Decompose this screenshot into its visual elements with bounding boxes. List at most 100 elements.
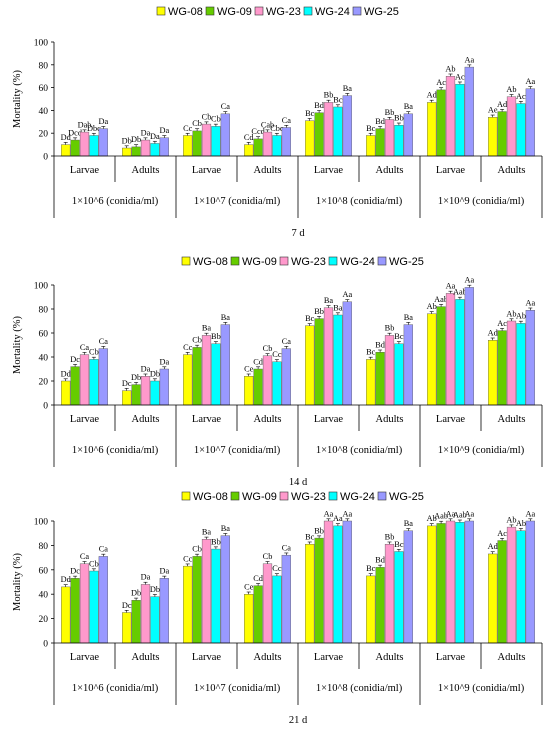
bar xyxy=(192,556,202,644)
bar xyxy=(436,306,446,406)
data-label: Bb xyxy=(324,91,334,100)
bar xyxy=(394,125,404,157)
bar xyxy=(122,612,132,644)
legend-entry-label: WG-08 xyxy=(168,6,203,18)
x-tick-label: Adults xyxy=(497,414,525,425)
bar xyxy=(272,135,282,157)
bar xyxy=(342,301,352,406)
bar xyxy=(201,335,212,406)
bar xyxy=(122,390,132,406)
data-label: Aa xyxy=(464,276,474,285)
data-label: Cc xyxy=(183,124,193,133)
data-label: Cb xyxy=(192,336,202,345)
bar xyxy=(159,368,169,406)
legend-swatch xyxy=(303,6,313,16)
bar xyxy=(497,540,507,644)
data-label: Ba xyxy=(404,313,414,322)
bar xyxy=(323,520,334,644)
data-label: Bc xyxy=(366,564,376,573)
data-label: Ab xyxy=(516,519,526,528)
data-label: Ac xyxy=(455,72,465,81)
data-label: Ac xyxy=(436,78,446,87)
chart-panel-2: WG-08 WG-09 WG-23 WG-24 WG-25 0 20 40 60 80 100 Mor… xyxy=(12,256,543,488)
legend-entry-label: WG-23 xyxy=(291,256,326,268)
data-label: Db xyxy=(131,589,141,598)
bar xyxy=(192,130,202,157)
data-label: Bc xyxy=(366,124,376,133)
bar xyxy=(281,554,291,644)
bar xyxy=(61,586,71,644)
y-tick-label: 100 xyxy=(34,282,49,292)
y-tick-label: 80 xyxy=(39,542,49,552)
x-tick-label: Adults xyxy=(375,414,403,425)
bar xyxy=(464,66,474,157)
bar xyxy=(333,106,343,157)
data-label: Aab xyxy=(453,288,467,297)
bar xyxy=(272,575,282,644)
bar xyxy=(79,131,90,157)
bar xyxy=(159,578,169,644)
bar xyxy=(220,113,230,157)
data-label: Ba xyxy=(202,324,212,333)
data-label: Ca xyxy=(282,543,292,552)
bar xyxy=(488,117,498,157)
data-label: Aab xyxy=(453,511,467,520)
data-label: Ad xyxy=(488,542,499,551)
data-label: Ce xyxy=(244,365,254,374)
data-label: Cb xyxy=(192,545,202,554)
bar xyxy=(333,525,343,644)
data-label: Bd xyxy=(375,117,386,126)
bar xyxy=(394,551,404,644)
data-label: Ac xyxy=(497,319,507,328)
bar xyxy=(244,144,254,157)
x-tick-label: Adults xyxy=(131,165,159,176)
data-label: Bc xyxy=(394,540,404,549)
bar xyxy=(70,366,80,406)
x-group-label: 1×10^7 (conidia/ml) xyxy=(194,445,281,456)
bar xyxy=(262,355,273,406)
bar xyxy=(211,343,221,406)
y-tick-label: 0 xyxy=(43,153,48,163)
legend-swatch xyxy=(230,256,240,266)
data-label: Aa xyxy=(333,514,343,523)
bar xyxy=(314,537,324,644)
bar xyxy=(89,135,99,157)
bar xyxy=(70,139,80,157)
legend-swatch xyxy=(279,491,289,501)
y-tick-label: 40 xyxy=(39,591,49,601)
x-tick-label: Adults xyxy=(253,165,281,176)
legend: WG-08 WG-09 WG-23 WG-24 WG-25 xyxy=(156,6,399,18)
data-label: Cb xyxy=(89,348,99,357)
data-label: Ba xyxy=(404,519,414,528)
bar xyxy=(262,563,273,644)
data-label: Ca xyxy=(80,552,90,561)
bar xyxy=(211,126,221,157)
data-label: Aa xyxy=(342,509,352,518)
data-label: Cd xyxy=(253,574,264,583)
bar xyxy=(506,96,517,157)
x-group-label: 1×10^7 (conidia/ml) xyxy=(194,683,281,694)
data-label: Dbc xyxy=(87,124,101,133)
x-tick-label: Larvae xyxy=(192,165,221,176)
data-label: Da xyxy=(141,573,151,582)
bar xyxy=(253,138,263,157)
legend-entry-label: WG-25 xyxy=(389,256,424,268)
bar xyxy=(445,520,456,644)
data-label: Ad xyxy=(427,91,438,100)
x-group-label: 1×10^6 (conidia/ml) xyxy=(72,683,159,694)
chart-panel-1: WG-08 WG-09 WG-23 WG-24 WG-25 0 20 40 60 80 100 Mor… xyxy=(12,6,543,239)
bar xyxy=(131,384,141,406)
x-tick-label: Adults xyxy=(131,414,159,425)
legend-entry-label: WG-24 xyxy=(340,491,375,503)
legend-entry-label: WG-25 xyxy=(364,6,399,18)
y-tick-label: 40 xyxy=(39,354,49,364)
legend-swatch xyxy=(377,491,387,501)
y-axis-label: Mortality (%) xyxy=(12,69,23,128)
bar xyxy=(220,535,230,644)
data-label: Db xyxy=(131,373,141,382)
legend-swatch xyxy=(156,6,166,16)
bar xyxy=(131,600,141,644)
bar xyxy=(403,113,413,157)
legend-swatch xyxy=(328,256,338,266)
